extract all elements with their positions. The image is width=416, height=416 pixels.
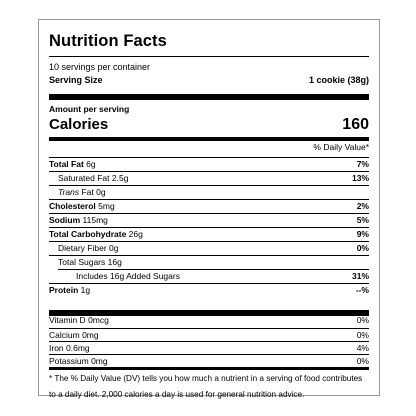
label-title: Nutrition Facts xyxy=(49,32,167,50)
nutrient-dv: 7% xyxy=(356,159,369,169)
micronutrient-row-vitamin-d: Vitamin D 0mcg 0% xyxy=(49,314,369,327)
nutrient-dv: 0% xyxy=(356,243,369,253)
nutrient-row-sodium: Sodium 115mg 5% xyxy=(49,213,369,227)
nutrient-amount: 0mg xyxy=(91,356,108,366)
nutrient-name: Sodium xyxy=(49,215,81,225)
divider xyxy=(49,56,369,57)
serving-size-label: Serving Size xyxy=(49,75,103,85)
heavy-divider xyxy=(49,310,369,316)
nutrient-name: Total Fat xyxy=(49,159,84,169)
nutrient-name: Protein xyxy=(49,285,79,295)
nutrient-name: Potassium xyxy=(49,356,89,366)
nutrient-row-total-carbohydrate: Total Carbohydrate 26g 9% xyxy=(49,227,369,241)
footnote-divider xyxy=(49,367,369,370)
nutrient-row-protein: Protein 1g --% xyxy=(49,283,369,297)
amount-per-serving: Amount per serving xyxy=(49,104,130,114)
calories-row: Calories 160 xyxy=(49,116,369,136)
nutrient-name: Vitamin D xyxy=(49,315,86,325)
nutrient-amount: 0.6mg xyxy=(66,343,90,353)
nutrient-dv: 0% xyxy=(356,356,369,366)
nutrient-name: Dietary Fiber xyxy=(58,243,107,253)
nutrient-name: Trans xyxy=(58,187,80,197)
nutrient-row-cholesterol: Cholesterol 5mg 2% xyxy=(49,199,369,213)
nutrient-name: Iron xyxy=(49,343,64,353)
nutrient-dv: 31% xyxy=(351,271,369,281)
nutrient-name: Includes 16g Added Sugars xyxy=(76,271,180,281)
nutrient-amount: 0mcg xyxy=(88,315,109,325)
nutrient-name: Total Sugars xyxy=(58,257,106,267)
nutrient-amount: 6g xyxy=(86,159,96,169)
nutrient-row-total-sugars: Total Sugars 16g xyxy=(49,255,369,269)
nutrient-dv: 0% xyxy=(356,330,369,340)
nutrient-row-total-fat: Total Fat 6g 7% xyxy=(49,157,369,171)
nutrient-amount: 115mg xyxy=(82,215,108,225)
daily-value-header: % Daily Value* xyxy=(313,142,369,152)
nutrient-name: Total Carbohydrate xyxy=(49,229,127,239)
nutrient-dv: 9% xyxy=(356,229,369,239)
nutrient-dv: --% xyxy=(355,285,369,295)
micronutrient-row-calcium: Calcium 0mg 0% xyxy=(49,328,369,342)
nutrient-name: Saturated Fat xyxy=(58,173,110,183)
heavy-divider xyxy=(49,94,369,100)
nutrient-amount: 0mg xyxy=(82,330,99,340)
nutrient-dv: 2% xyxy=(356,201,369,211)
nutrient-amount: 0g xyxy=(109,243,119,253)
nutrient-amount: 2.5g xyxy=(111,173,129,183)
nutrient-dv: 4% xyxy=(356,343,369,353)
nutrition-facts-label: Nutrition Facts 10 servings per containe… xyxy=(38,19,380,399)
nutrient-dv: 5% xyxy=(356,215,369,225)
medium-divider xyxy=(49,137,369,141)
nutrient-amount: 5mg xyxy=(98,201,115,211)
micronutrient-row-iron: Iron 0.6mg 4% xyxy=(49,341,369,355)
nutrient-name: Calcium xyxy=(49,330,80,340)
nutrient-amount: 1g xyxy=(80,285,91,295)
nutrient-amount: 16g xyxy=(107,257,122,267)
nutrient-row-trans-fat: Trans Fat 0g xyxy=(49,185,369,199)
nutrient-dv: 13% xyxy=(351,173,369,183)
calories-value: 160 xyxy=(342,116,369,133)
nutrient-name: Cholesterol xyxy=(49,201,96,211)
serving-size-row: Serving Size 1 cookie (38g) xyxy=(49,75,369,87)
nutrient-amount: 26g xyxy=(128,229,143,239)
serving-size-value: 1 cookie (38g) xyxy=(308,75,369,85)
daily-value-footnote: * The % Daily Value (DV) tells you how m… xyxy=(49,374,363,399)
nutrient-amount: Fat 0g xyxy=(81,187,106,197)
servings-per-container: 10 servings per container xyxy=(49,62,151,72)
nutrient-row-saturated-fat: Saturated Fat 2.5g 13% xyxy=(49,171,369,185)
calories-label: Calories xyxy=(49,116,109,133)
nutrient-row-added-sugars: Includes 16g Added Sugars 31% xyxy=(58,269,369,283)
micronutrient-row-potassium: Potassium 0mg 0% xyxy=(49,354,369,368)
nutrient-row-dietary-fiber: Dietary Fiber 0g 0% xyxy=(49,241,369,255)
nutrient-dv: 0% xyxy=(356,315,369,325)
